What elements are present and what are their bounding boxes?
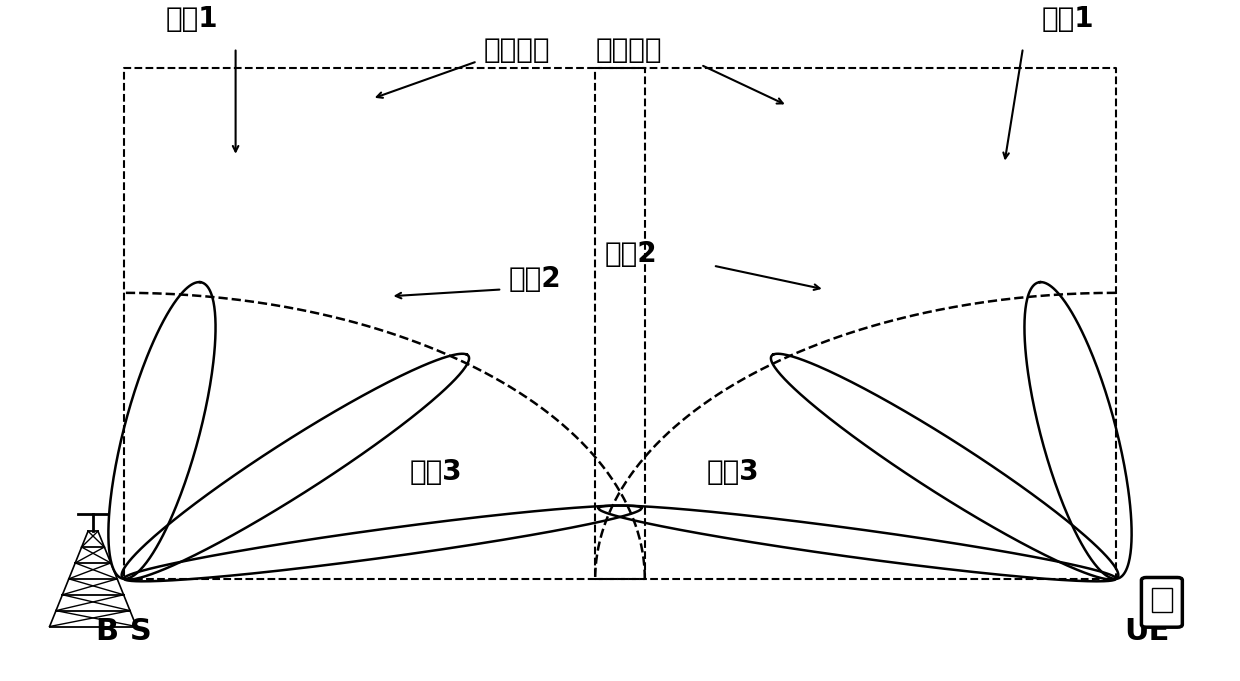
FancyBboxPatch shape [1142,577,1183,627]
Text: 波束3: 波束3 [707,458,759,486]
Text: 覆盖范围: 覆盖范围 [484,36,551,64]
Text: 波束2: 波束2 [605,240,657,268]
Text: 波束1: 波束1 [166,5,218,33]
Text: 波束2: 波束2 [508,266,560,294]
Text: 波束3: 波束3 [409,458,461,486]
Text: B S: B S [97,617,151,646]
Text: 覆盖范围: 覆盖范围 [595,36,662,64]
Text: 波束1: 波束1 [1042,5,1094,33]
Bar [1152,588,1172,612]
Text: UE: UE [1125,617,1169,646]
